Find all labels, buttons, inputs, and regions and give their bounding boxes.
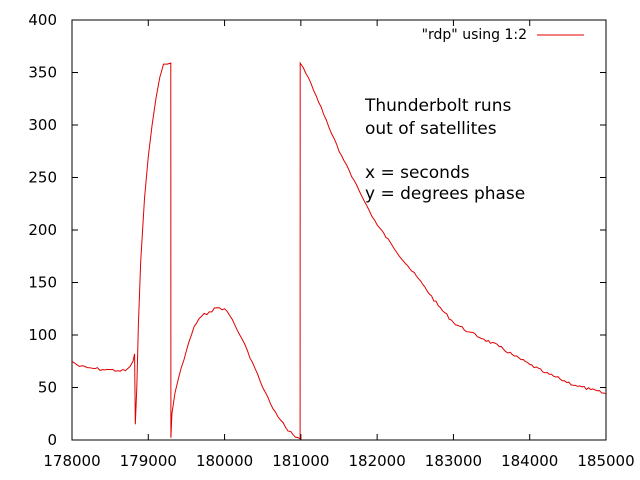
y-tick-label: 100 [28, 326, 57, 344]
annotation-line-1: Thunderbolt runs [364, 96, 511, 116]
tick-marks [71, 19, 607, 441]
y-tick-label: 0 [47, 431, 57, 449]
x-tick-label: 180000 [196, 452, 253, 470]
x-tick-label: 185000 [577, 452, 634, 470]
y-tick-label: 350 [28, 64, 57, 82]
plot-frame [71, 19, 607, 441]
series-line [71, 61, 607, 440]
y-tick-labels: 0 50 100 150 200 250 300 350 400 [28, 11, 57, 449]
annotation-block: Thunderbolt runs out of satellites x = s… [364, 96, 525, 204]
x-tick-label: 184000 [501, 452, 558, 470]
y-tick-label: 50 [38, 379, 57, 397]
x-tick-label: 182000 [349, 452, 406, 470]
x-tick-label: 178000 [43, 452, 100, 470]
x-tick-labels: 178000 179000 180000 181000 182000 183000 1840… [43, 452, 634, 470]
legend-label: "rdp" using 1:2 [422, 27, 527, 43]
annotation-line-3: x = seconds [365, 163, 470, 183]
x-tick-label: 183000 [425, 452, 482, 470]
annotation-line-2: out of satellites [365, 119, 497, 139]
y-tick-label: 150 [28, 274, 57, 292]
annotation-line-4: y = degrees phase [365, 184, 525, 204]
x-tick-label: 181000 [272, 452, 329, 470]
series-layer [71, 61, 607, 440]
legend: "rdp" using 1:2 [422, 27, 584, 43]
y-tick-label: 400 [28, 11, 57, 29]
y-tick-label: 200 [28, 221, 57, 239]
y-tick-label: 250 [28, 169, 57, 187]
y-tick-label: 300 [28, 116, 57, 134]
x-tick-label: 179000 [120, 452, 177, 470]
